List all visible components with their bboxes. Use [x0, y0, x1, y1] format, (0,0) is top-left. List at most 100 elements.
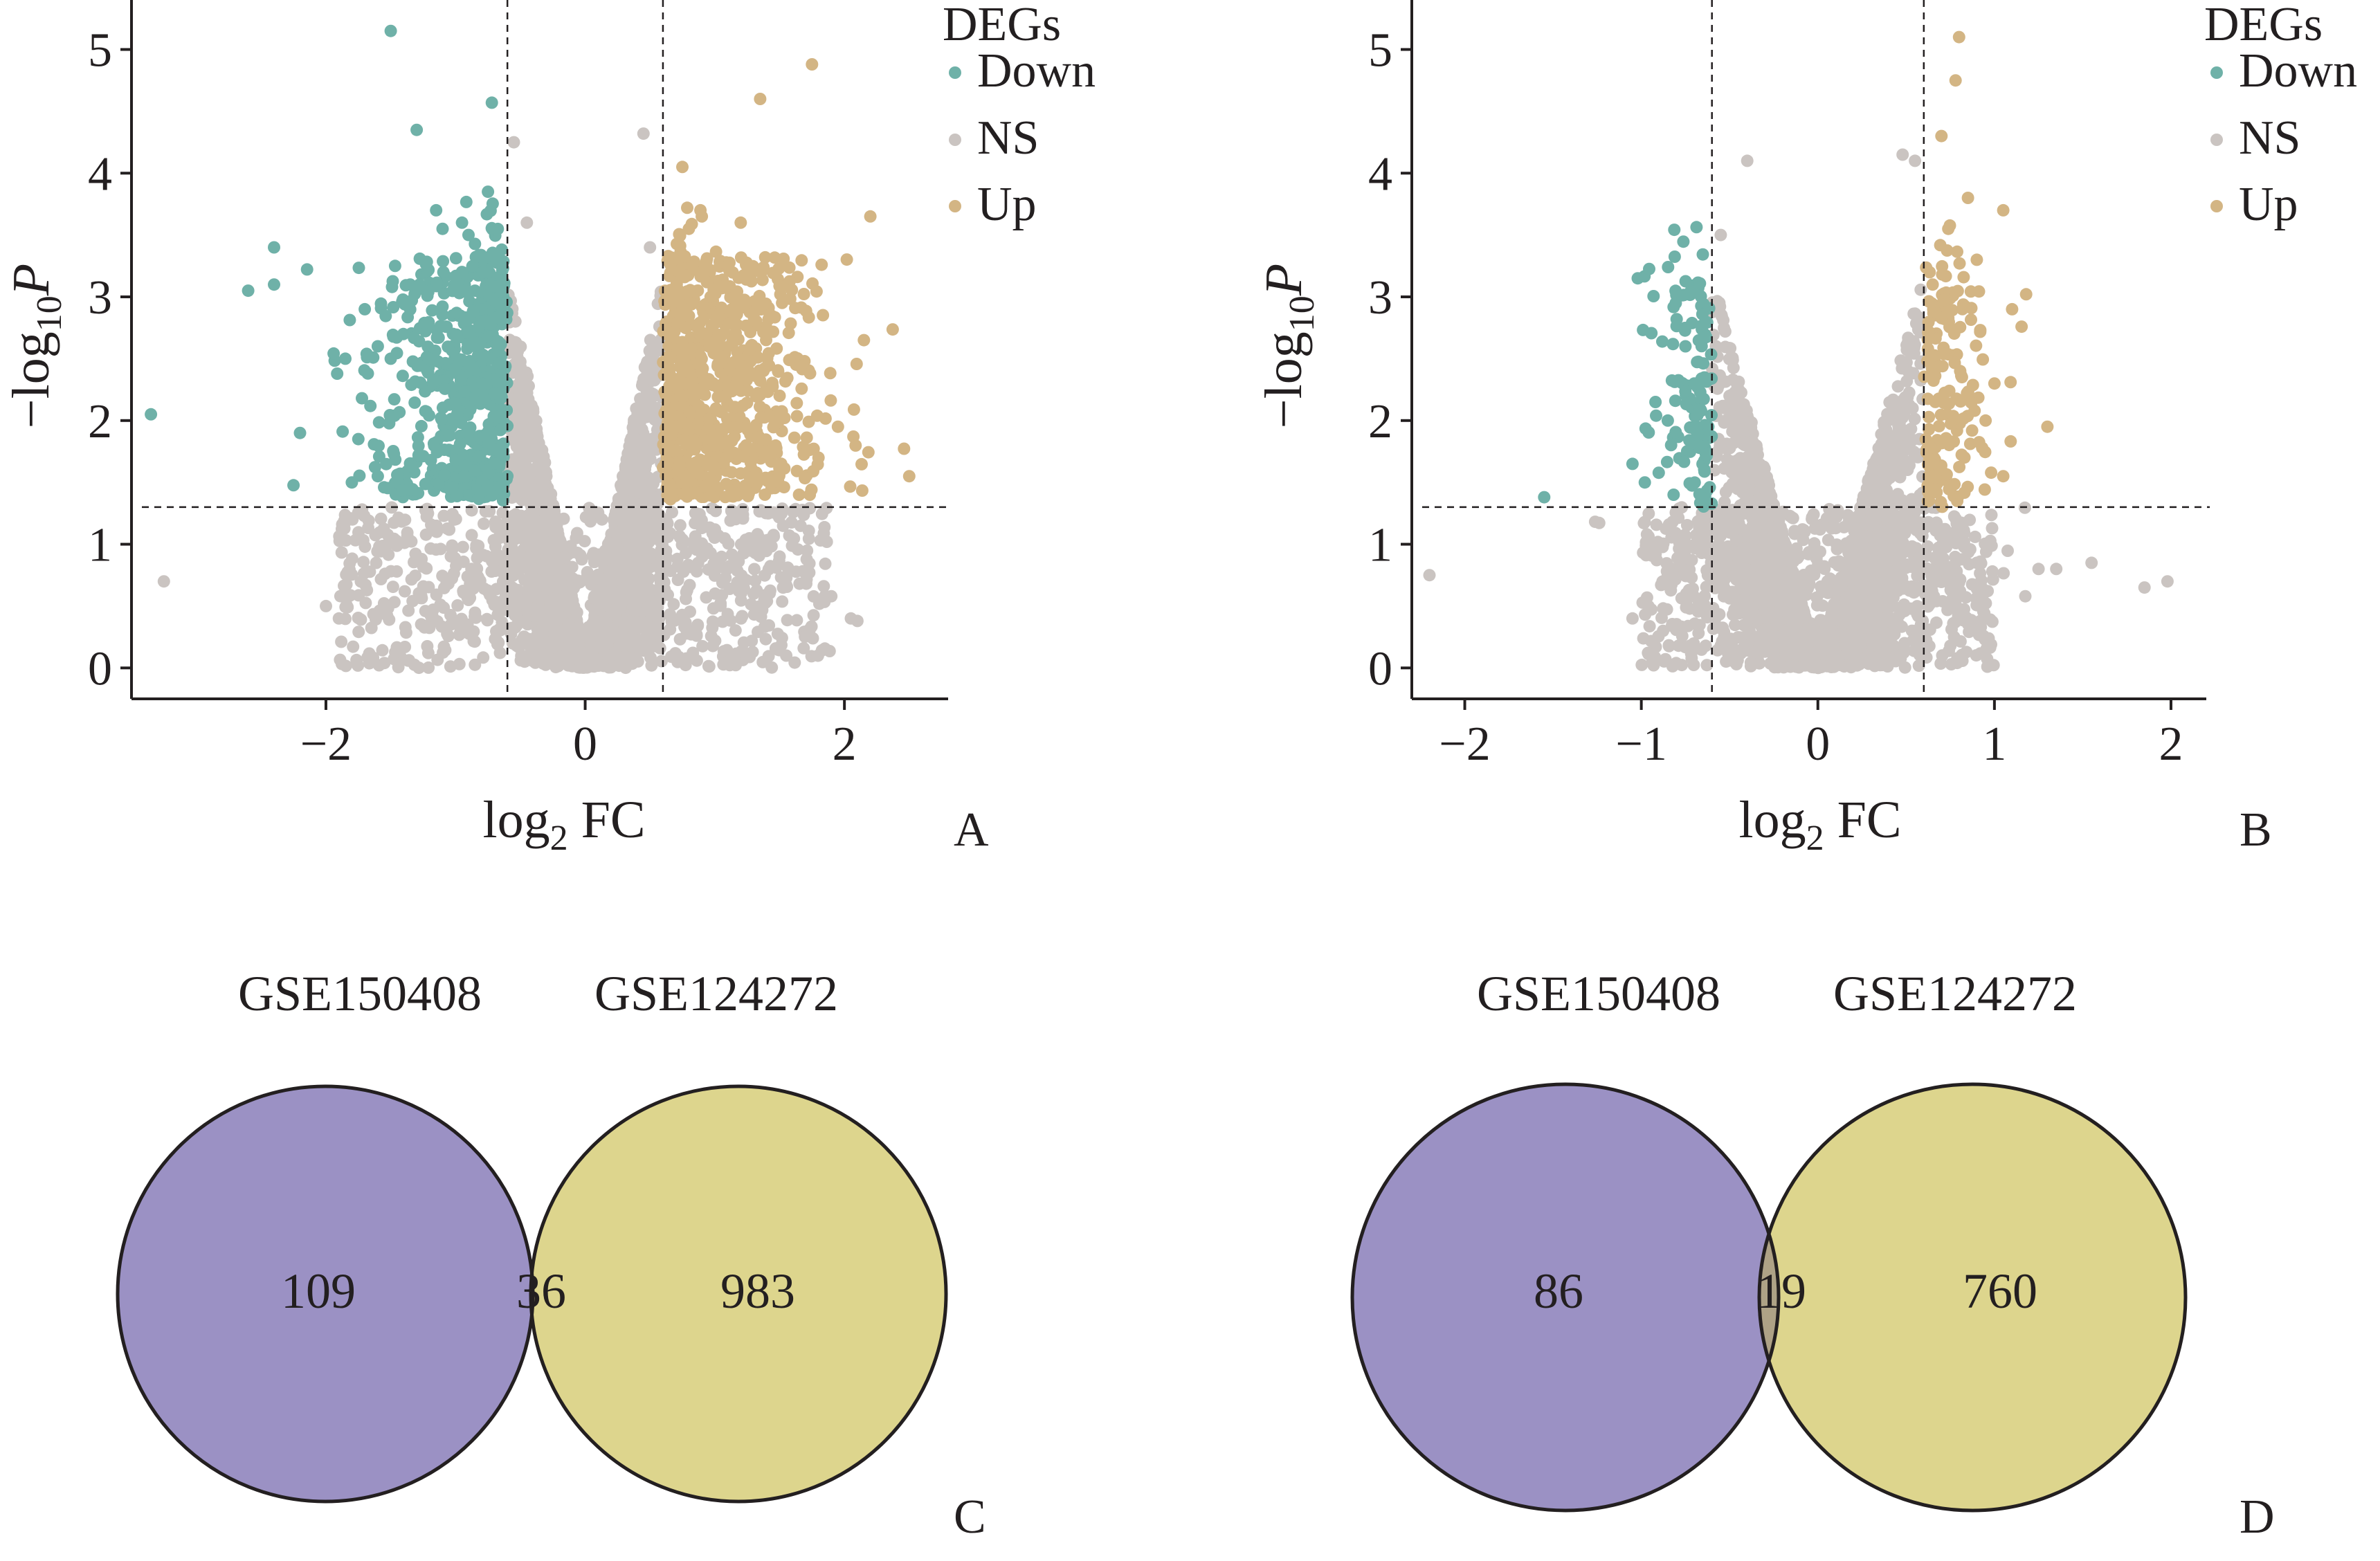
point-ns	[734, 612, 747, 625]
point-ns	[347, 640, 360, 653]
point-up	[775, 280, 788, 293]
point-ns	[513, 387, 526, 400]
point-down	[476, 377, 489, 390]
point-ns	[381, 602, 394, 614]
point-up	[692, 358, 705, 371]
point-ns	[737, 636, 750, 649]
point-ns	[720, 563, 733, 576]
point-down	[436, 222, 449, 235]
point-ns	[679, 616, 692, 629]
point-ns	[570, 606, 583, 619]
point-ns	[352, 626, 365, 639]
point-ns	[480, 612, 493, 626]
point-ns	[477, 549, 490, 562]
point-ns	[645, 659, 658, 672]
point-ns	[417, 580, 430, 593]
point-ns	[702, 659, 715, 673]
point-ns	[669, 647, 682, 660]
point-ns	[442, 577, 455, 590]
point-down	[408, 396, 421, 409]
point-down	[424, 454, 437, 466]
point-down	[449, 252, 462, 265]
point-ns	[696, 639, 709, 652]
point-ns	[619, 650, 632, 664]
point-ns	[444, 660, 457, 673]
ns-points-a	[157, 127, 864, 675]
point-ns	[688, 539, 701, 551]
point-down	[451, 490, 464, 502]
point-ns	[352, 589, 365, 602]
point-up	[744, 325, 757, 338]
point-down	[268, 278, 280, 291]
point-down	[435, 413, 448, 426]
point-down	[469, 284, 482, 298]
point-up	[824, 394, 837, 407]
point-up	[810, 285, 823, 298]
point-ns	[788, 656, 801, 669]
point-down	[393, 405, 406, 419]
point-ns	[705, 630, 718, 643]
point-ns	[820, 502, 833, 515]
point-down	[384, 352, 397, 365]
point-down	[430, 331, 444, 344]
point-down	[145, 408, 158, 421]
point-down	[405, 484, 418, 497]
point-down	[419, 405, 432, 418]
point-ns	[628, 432, 641, 445]
point-ns	[819, 557, 832, 570]
point-up	[689, 441, 702, 454]
point-up	[788, 431, 801, 444]
point-down	[242, 284, 255, 298]
point-ns	[358, 540, 372, 554]
point-ns	[377, 522, 390, 536]
point-down	[472, 320, 485, 334]
point-ns	[582, 621, 595, 634]
point-up	[777, 253, 790, 265]
point-down	[410, 123, 424, 136]
point-up	[795, 254, 808, 267]
point-down	[466, 363, 480, 376]
point-up	[799, 472, 812, 485]
point-ns	[693, 508, 706, 521]
point-ns	[384, 565, 397, 578]
point-ns	[595, 513, 608, 526]
point-down	[422, 352, 435, 365]
point-up	[738, 293, 751, 307]
point-ns	[511, 345, 525, 358]
point-down	[374, 302, 388, 315]
point-ns	[607, 513, 620, 527]
point-down	[478, 251, 491, 264]
point-down	[381, 482, 394, 495]
point-up	[679, 321, 691, 334]
point-ns	[379, 545, 392, 558]
point-down	[391, 468, 403, 482]
point-ns	[427, 603, 439, 617]
point-ns	[372, 659, 385, 672]
point-down	[384, 24, 397, 37]
point-down	[385, 280, 399, 293]
point-ns	[541, 537, 554, 550]
point-ns	[320, 599, 332, 612]
point-ns	[527, 412, 540, 425]
point-down	[484, 204, 497, 217]
point-ns	[772, 643, 785, 657]
point-ns	[634, 520, 646, 533]
point-down	[462, 228, 475, 241]
point-ns	[403, 654, 415, 667]
point-ns	[525, 590, 538, 603]
point-down	[450, 328, 463, 341]
point-ns	[515, 650, 528, 663]
point-ns	[590, 572, 603, 585]
point-ns	[587, 547, 600, 560]
point-ns	[352, 526, 365, 539]
point-down	[331, 367, 344, 380]
point-down	[466, 259, 479, 273]
point-ns	[442, 630, 455, 643]
point-up	[753, 289, 766, 302]
point-ns	[333, 530, 346, 542]
point-ns	[606, 576, 619, 590]
point-ns	[538, 468, 552, 481]
point-ns	[588, 592, 601, 605]
point-ns	[354, 613, 367, 626]
